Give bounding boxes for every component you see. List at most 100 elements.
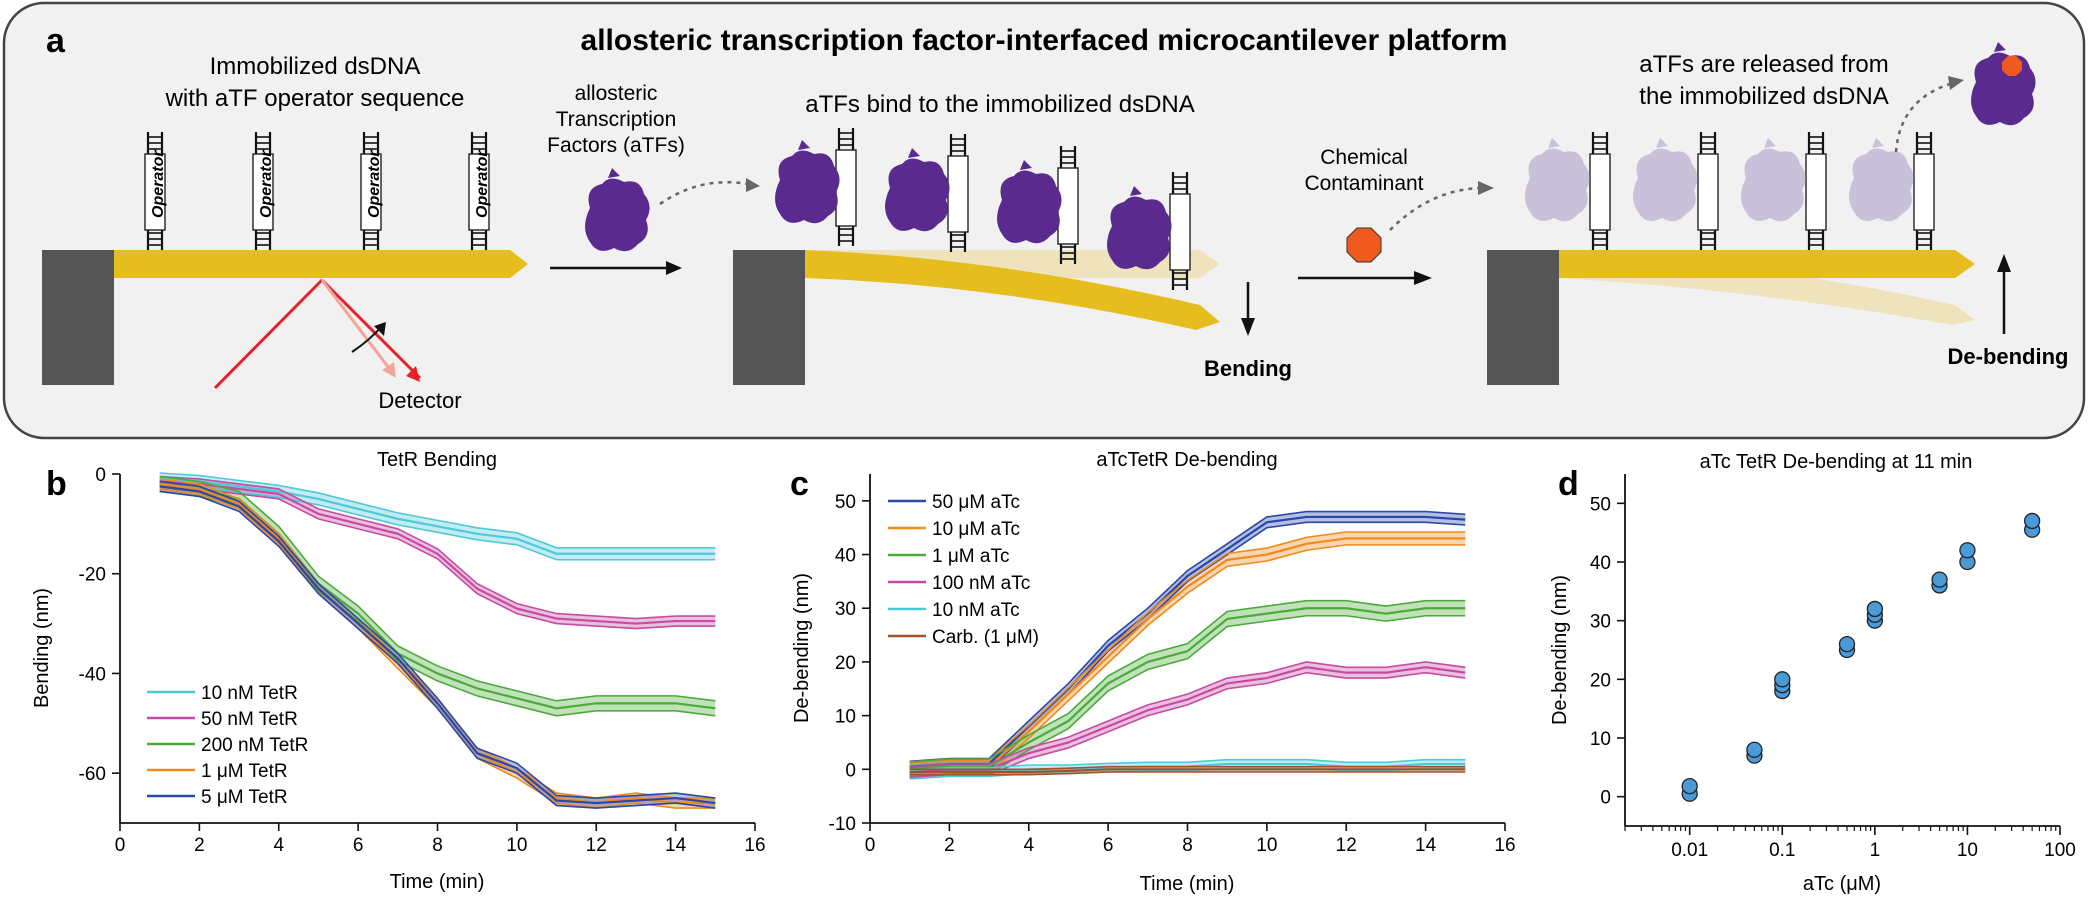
data-point xyxy=(1959,542,1976,559)
data-point xyxy=(1866,600,1884,618)
cantilever-1 xyxy=(114,250,528,278)
panel-d-letter: d xyxy=(1558,465,1579,503)
series-band xyxy=(159,476,716,716)
series-line-lower xyxy=(159,485,716,630)
cantilever-3 xyxy=(1559,250,1975,278)
cantilever-2-bent xyxy=(805,250,1220,330)
cantilever-base-3 xyxy=(1487,250,1559,385)
series-line-upper xyxy=(909,531,1466,764)
laser-incident xyxy=(213,278,324,390)
series-line xyxy=(159,477,716,555)
y-tick-label: 0 xyxy=(1600,788,1611,809)
y-tick-label: 40 xyxy=(835,546,856,567)
series-line-upper xyxy=(159,480,716,799)
operator-label: Operator xyxy=(150,150,167,218)
laser-reflected-shifted xyxy=(320,279,394,373)
dna-strand-2a xyxy=(834,126,858,248)
series-line-upper xyxy=(159,472,716,549)
x-tick-label: 4 xyxy=(273,835,284,856)
chart-b: b TetR Bending 0 2 4 6 8 10 12 14 16 0 -20 -40 -60 T… xyxy=(31,449,766,893)
operator-label: Operator xyxy=(258,150,275,218)
chart-c-title: aTcTetR De-bending xyxy=(1096,449,1277,471)
x-tick-label: 2 xyxy=(944,835,955,856)
laser-arrowhead-shifted xyxy=(382,362,396,378)
process-arrowhead-1 xyxy=(666,261,682,275)
dna-strand-2b xyxy=(946,132,970,254)
y-tick-label: 10 xyxy=(1590,729,1611,750)
data-point xyxy=(1681,777,1698,795)
series-line-upper xyxy=(159,475,716,702)
x-tick-label: 0.01 xyxy=(1671,840,1708,861)
series-line-upper xyxy=(909,661,1466,768)
dotted-arrow-2 xyxy=(1389,186,1481,231)
chart-c: c aTcTetR De-bending 0 2 4 6 8 10 12 14 16 -10 0 10… xyxy=(790,449,1516,895)
legend-label: 50 μM aTc xyxy=(932,492,1020,513)
x-tick-label: 8 xyxy=(432,835,443,856)
chart-d: d aTc TetR De-bending at 11 min 0.01 0.1 1… xyxy=(1549,451,2076,895)
chart-d-title: aTc TetR De-bending at 11 min xyxy=(1700,451,1973,473)
debending-label: De-bending xyxy=(1948,344,2069,369)
legend-label: 1 μM aTc xyxy=(932,546,1009,567)
x-tick-label: 16 xyxy=(1494,835,1515,856)
legend-label: 10 nM aTc xyxy=(932,600,1020,621)
x-tick-label: 16 xyxy=(744,835,765,856)
panel-a-letter: a xyxy=(46,22,66,60)
dna-strand-2d xyxy=(1168,170,1192,292)
x-tick-label: 12 xyxy=(1336,835,1357,856)
dotted-arrow-1 xyxy=(659,180,749,206)
y-tick-label: 0 xyxy=(845,760,856,781)
y-tick-label: 20 xyxy=(1590,670,1611,691)
rotation-arrowhead xyxy=(374,322,386,336)
y-tick-label: -60 xyxy=(79,764,106,785)
dna-strand-3c xyxy=(1804,130,1828,252)
laser-reflected xyxy=(320,278,422,380)
legend-label: 10 μM aTc xyxy=(932,519,1020,540)
panel-a-title: allosteric transcription factor-interfac… xyxy=(581,24,1508,57)
chart-b-xlabel: Time (min) xyxy=(390,871,485,893)
dna-strand-2c xyxy=(1056,144,1080,266)
series-line xyxy=(159,480,716,625)
legend-label: 5 μM TetR xyxy=(201,787,288,808)
chart-d-ylabel: De-bending (nm) xyxy=(1549,575,1571,725)
detector-label: Detector xyxy=(378,388,461,413)
bending-label: Bending xyxy=(1204,356,1292,381)
legend-label: Carb. (1 μM) xyxy=(932,627,1039,648)
series-band xyxy=(159,478,716,809)
process-arrowhead-2 xyxy=(1414,271,1432,285)
x-tick-label: 14 xyxy=(665,835,687,856)
series-line-lower xyxy=(909,771,1466,776)
dna-strand-3d xyxy=(1912,130,1936,252)
series-line-upper xyxy=(909,510,1466,763)
chem-text-1: Chemical xyxy=(1320,146,1408,169)
x-tick-label: 8 xyxy=(1182,835,1193,856)
data-point xyxy=(1774,671,1791,688)
data-point xyxy=(1838,635,1856,653)
y-tick-label: -20 xyxy=(79,565,106,586)
x-tick-label: 100 xyxy=(2044,840,2076,861)
bending-arrowhead xyxy=(1241,318,1255,336)
panel-c-letter: c xyxy=(790,465,809,503)
series-line-upper xyxy=(909,765,1466,771)
y-tick-label: 50 xyxy=(835,492,856,513)
x-tick-label: 6 xyxy=(353,835,364,856)
chart-b-title: TetR Bending xyxy=(377,449,497,471)
dotted-arrowhead-3 xyxy=(1948,76,1964,90)
chem-text-2: Contaminant xyxy=(1304,172,1423,195)
y-tick-label: 30 xyxy=(1590,612,1611,633)
series-line xyxy=(909,537,1466,771)
laser-arrowhead xyxy=(406,366,420,382)
series-line xyxy=(909,768,1466,774)
chart-d-xlabel: aTc (μM) xyxy=(1803,873,1881,895)
operator-label: Operator xyxy=(366,150,383,218)
debending-arrowhead xyxy=(1997,254,2011,272)
release-text-1: aTFs are released from xyxy=(1639,51,1888,78)
chart-b-ylabel: Bending (nm) xyxy=(31,588,53,708)
legend-label: 50 nM TetR xyxy=(201,709,298,730)
series-line-upper xyxy=(159,475,716,620)
y-tick-label: 20 xyxy=(835,653,856,674)
panel-a: a allosteric transcription factor-interf… xyxy=(2,1,2086,440)
series-line xyxy=(909,666,1466,774)
chart-c-xlabel: Time (min) xyxy=(1140,873,1235,895)
y-tick-label: -40 xyxy=(79,664,106,685)
